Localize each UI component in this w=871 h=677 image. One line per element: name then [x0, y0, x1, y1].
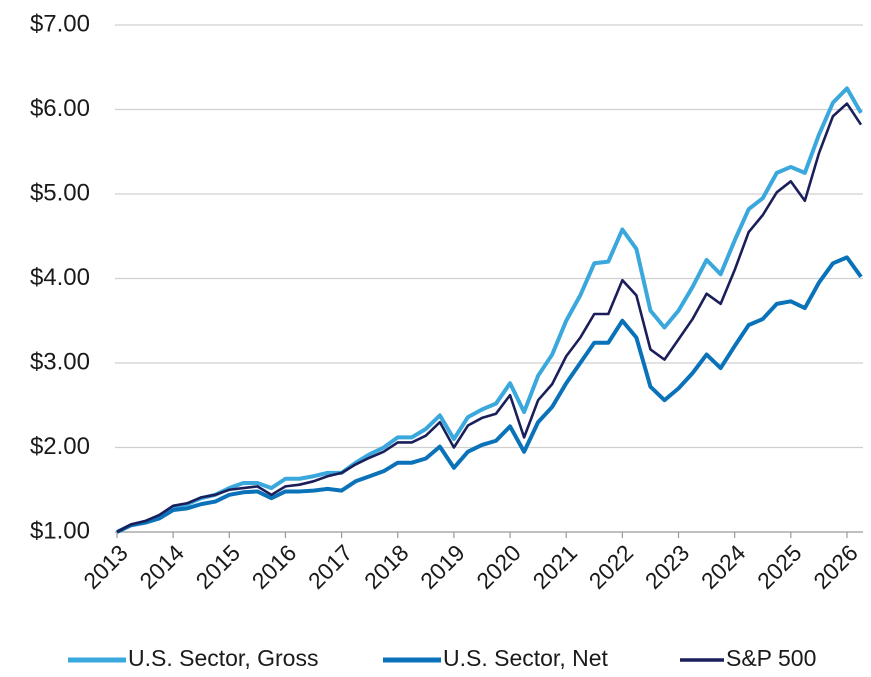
- series-line: [116, 255, 863, 534]
- x-tick-label: 2015: [191, 539, 246, 594]
- series-line: [116, 102, 863, 534]
- x-tick-label: 2023: [640, 539, 695, 594]
- x-tick-label: 2014: [134, 539, 189, 594]
- x-tick-label: 2020: [471, 539, 526, 594]
- series-line: [116, 86, 863, 534]
- legend-label: U.S. Sector, Net: [443, 645, 609, 671]
- y-tick-label: $7.00: [30, 10, 90, 37]
- y-tick-label: $6.00: [30, 95, 90, 122]
- x-tick-label: 2013: [78, 539, 133, 594]
- x-tick-label: 2025: [752, 539, 807, 594]
- x-tick-label: 2018: [359, 539, 414, 594]
- x-tick-label: 2022: [584, 539, 639, 594]
- y-tick-label: $1.00: [30, 517, 90, 544]
- y-tick-label: $2.00: [30, 433, 90, 460]
- x-tick-label: 2026: [808, 539, 863, 594]
- x-tick-label: 2024: [696, 539, 751, 594]
- legend-label: U.S. Sector, Gross: [128, 645, 318, 671]
- y-tick-label: $4.00: [30, 264, 90, 291]
- y-tick-label: $5.00: [30, 179, 90, 206]
- x-tick-label: 2017: [303, 539, 358, 594]
- x-tick-label: 2019: [415, 539, 470, 594]
- y-tick-label: $3.00: [30, 348, 90, 375]
- x-tick-label: 2016: [247, 539, 302, 594]
- legend-label: S&P 500: [726, 645, 816, 671]
- x-tick-label: 2021: [527, 539, 582, 594]
